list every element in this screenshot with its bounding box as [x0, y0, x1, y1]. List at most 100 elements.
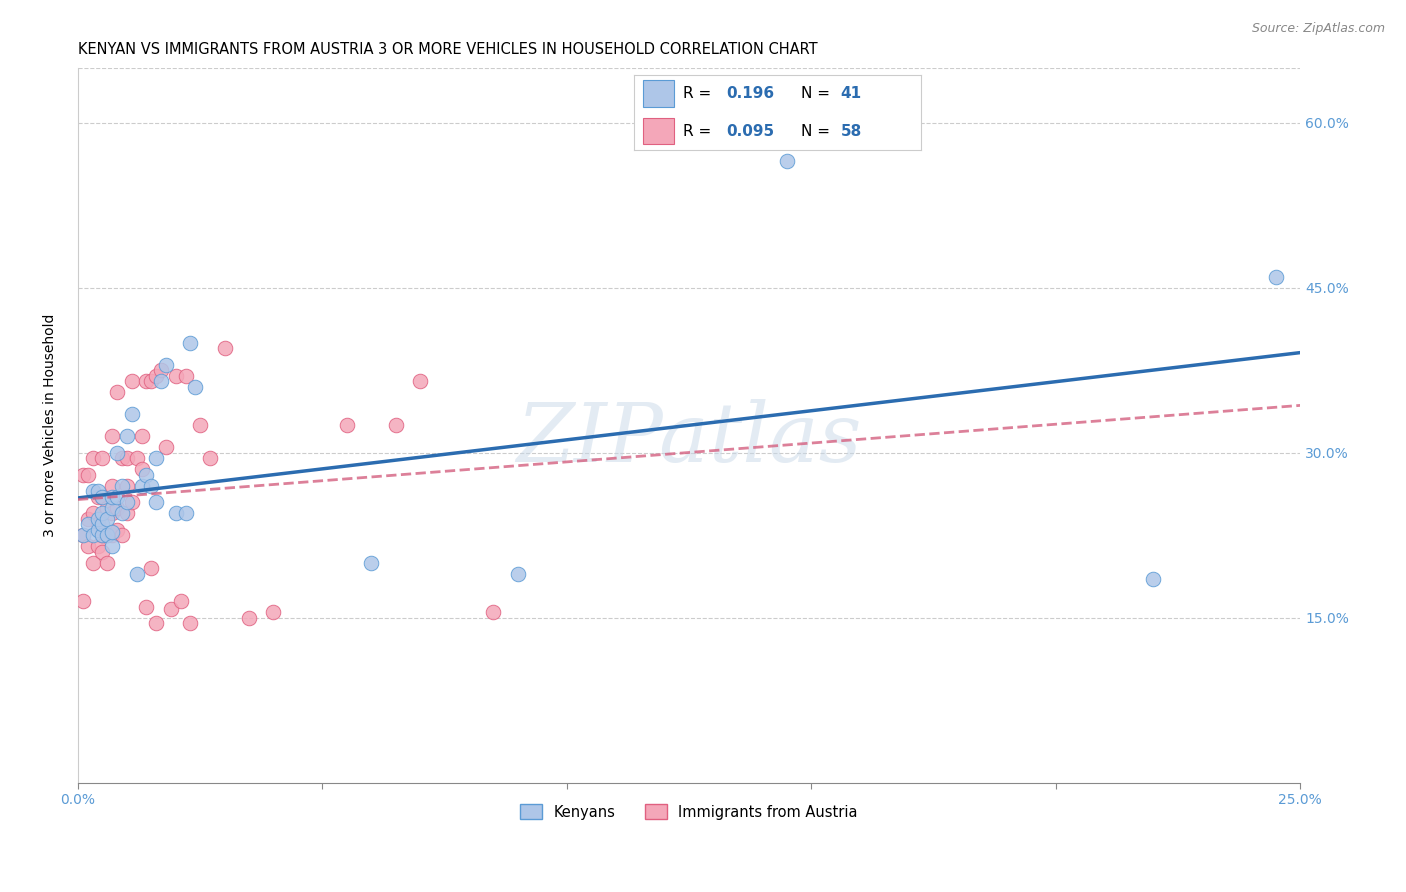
Point [76, 511, 98, 525]
Point [82, 484, 104, 499]
Point [169, 594, 191, 608]
Point [82, 528, 104, 542]
Point [91, 451, 114, 466]
Point [188, 418, 211, 433]
Point [238, 610, 260, 624]
Point [101, 478, 124, 492]
Point [72, 528, 94, 542]
Point [91, 544, 114, 558]
Point [150, 363, 173, 377]
Point [115, 506, 138, 520]
Point [111, 506, 134, 520]
Point [76, 467, 98, 482]
Point [131, 462, 153, 476]
Point [125, 566, 148, 581]
Point [506, 566, 529, 581]
Point [91, 528, 114, 542]
Point [135, 467, 157, 482]
Point [91, 506, 114, 520]
Point [165, 368, 187, 383]
Legend: Kenyans, Immigrants from Austria: Kenyans, Immigrants from Austria [515, 798, 863, 825]
Point [263, 605, 285, 619]
Point [198, 451, 221, 466]
Point [135, 374, 157, 388]
Point [360, 556, 382, 570]
Point [96, 528, 118, 542]
Point [76, 517, 98, 532]
Point [115, 451, 138, 466]
Point [174, 506, 197, 520]
Point [91, 490, 114, 504]
Point [86, 523, 108, 537]
Point [91, 528, 114, 542]
Point [155, 440, 177, 454]
Point [111, 528, 134, 542]
Point [101, 539, 124, 553]
Point [776, 154, 799, 169]
Point [72, 594, 94, 608]
Point [86, 539, 108, 553]
Point [121, 495, 143, 509]
Point [101, 500, 124, 515]
Point [131, 478, 153, 492]
Point [179, 335, 201, 350]
Point [1142, 572, 1164, 586]
Point [145, 451, 167, 466]
Point [145, 495, 167, 509]
Point [145, 368, 167, 383]
Point [86, 490, 108, 504]
Point [115, 429, 138, 443]
Point [86, 517, 108, 532]
Y-axis label: 3 or more Vehicles in Household: 3 or more Vehicles in Household [44, 313, 58, 537]
Point [72, 528, 94, 542]
Point [121, 407, 143, 421]
Point [184, 379, 207, 393]
Point [76, 539, 98, 553]
Point [141, 374, 163, 388]
Point [105, 500, 128, 515]
Point [336, 418, 359, 433]
Point [174, 368, 197, 383]
Point [111, 451, 134, 466]
Point [101, 490, 124, 504]
Point [150, 374, 173, 388]
Point [125, 451, 148, 466]
Point [96, 511, 118, 525]
Point [86, 484, 108, 499]
Point [141, 561, 163, 575]
Text: KENYAN VS IMMIGRANTS FROM AUSTRIA 3 OR MORE VEHICLES IN HOUSEHOLD CORRELATION CH: KENYAN VS IMMIGRANTS FROM AUSTRIA 3 OR M… [77, 42, 817, 57]
Point [101, 429, 124, 443]
Point [82, 556, 104, 570]
Point [214, 341, 236, 355]
Point [179, 616, 201, 631]
Point [91, 490, 114, 504]
Point [105, 445, 128, 459]
Point [105, 523, 128, 537]
Point [105, 490, 128, 504]
Point [384, 418, 406, 433]
Point [165, 506, 187, 520]
Point [115, 495, 138, 509]
Point [96, 556, 118, 570]
Point [121, 374, 143, 388]
Point [482, 605, 505, 619]
Point [86, 511, 108, 525]
Point [96, 528, 118, 542]
Point [91, 517, 114, 532]
Point [155, 358, 177, 372]
Point [96, 500, 118, 515]
Text: Source: ZipAtlas.com: Source: ZipAtlas.com [1251, 22, 1385, 36]
Point [82, 451, 104, 466]
Point [115, 478, 138, 492]
Point [1264, 269, 1286, 284]
Text: ZIPatlas: ZIPatlas [516, 400, 862, 480]
Point [145, 616, 167, 631]
Point [131, 429, 153, 443]
Point [101, 528, 124, 542]
Point [141, 478, 163, 492]
Point [160, 602, 183, 616]
Point [72, 467, 94, 482]
Point [409, 374, 432, 388]
Point [135, 599, 157, 614]
Point [82, 506, 104, 520]
